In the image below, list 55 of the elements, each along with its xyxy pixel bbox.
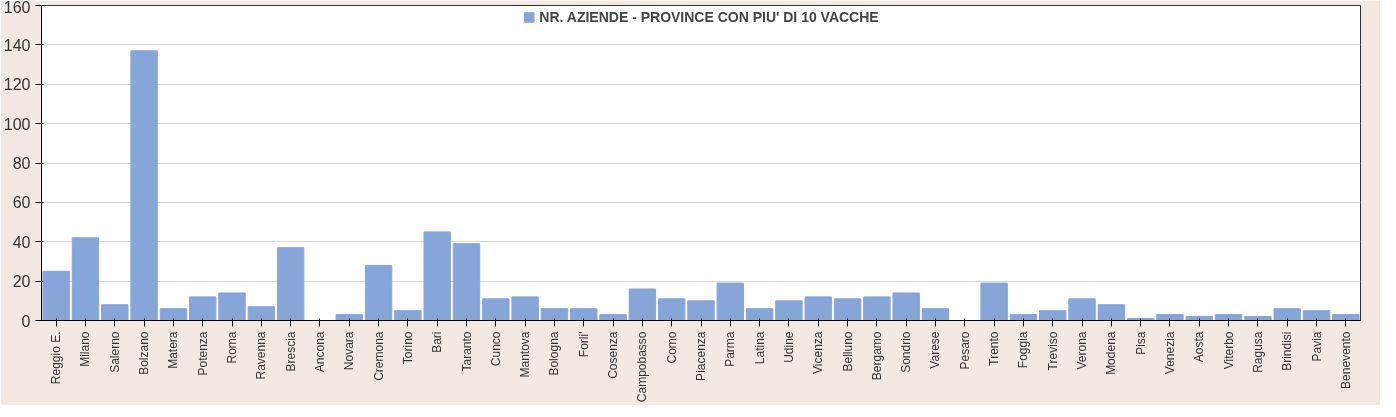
x-tick-label: Brindisi <box>1280 331 1295 371</box>
y-tick-label: 120 <box>3 76 31 94</box>
x-tick-label: Foggia <box>1016 331 1031 369</box>
x-tick-label: Campobasso <box>635 331 650 403</box>
x-tick-label: Viterbo <box>1221 331 1236 370</box>
x-tick-label: Pisa <box>1133 331 1148 355</box>
x-tick-label: Matera <box>166 331 181 369</box>
x-tick-label: Bolzano <box>137 331 152 375</box>
x-tick-label: Como <box>664 331 679 364</box>
x-tick-label: Mantova <box>518 331 533 378</box>
y-tick-label: 20 <box>12 273 31 291</box>
x-tick-label: Bari <box>430 331 445 353</box>
x-tick-label: Cosenza <box>606 331 621 379</box>
x-tick-label: Vicenza <box>811 331 826 374</box>
x-tick-label: Benevento <box>1338 331 1353 389</box>
x-tick-label: Novara <box>342 331 357 371</box>
x-tick-label: Latina <box>752 331 767 365</box>
x-tick-label: Potenza <box>195 331 210 376</box>
x-tick-label: Modena <box>1104 331 1119 375</box>
y-tick-label: 140 <box>3 36 31 54</box>
y-tick-label: 60 <box>12 194 31 212</box>
x-tick-label: Venezia <box>1162 331 1177 375</box>
x-tick-label: Torino <box>400 331 415 365</box>
x-tick-label: Ancona <box>312 331 327 373</box>
x-tick-label: Treviso <box>1045 331 1060 371</box>
x-tick-label: Trento <box>987 331 1002 366</box>
x-tick-label: Bergamo <box>869 331 884 381</box>
x-tick-label: Sondrio <box>899 331 914 373</box>
x-tick-label: Belluno <box>840 331 855 372</box>
x-tick-label: Ravenna <box>254 331 269 380</box>
x-tick-label: Cremona <box>371 331 386 381</box>
x-tick-label: Parma <box>723 331 738 367</box>
x-tick-label: Aosta <box>1192 331 1207 363</box>
x-tick-label: Reggio E. <box>49 331 64 385</box>
y-tick-label: 100 <box>3 115 31 133</box>
x-tick-label: Milano <box>78 331 93 367</box>
x-tick-label: Varese <box>928 331 943 369</box>
x-tick-label: Roma <box>225 331 240 364</box>
y-tick-label: 80 <box>12 155 31 172</box>
x-tick-label: Cunco <box>488 331 503 367</box>
x-tick-label: Brescia <box>283 331 298 372</box>
x-tick-label: Pavia <box>1309 331 1324 362</box>
x-tick-label: Bologna <box>547 331 562 376</box>
x-tick-label: Forli' <box>576 331 591 358</box>
x-tick-label: Ragusa <box>1250 331 1265 373</box>
x-tick-label: Taranto <box>459 331 474 372</box>
x-tick-label: Pesaro <box>957 331 972 370</box>
y-tick-label: 0 <box>21 312 31 330</box>
x-tick-label: Salerno <box>107 331 122 373</box>
legend-label: NR. AZIENDE - PROVINCE CON PIU' DI 10 VACCHE <box>539 9 879 25</box>
x-tick-label: Verona <box>1075 331 1090 370</box>
x-tick-label: Udine <box>781 331 796 363</box>
x-tick-label: Piacenza <box>694 331 708 381</box>
y-tick-label: 40 <box>12 233 31 251</box>
y-tick-label: 160 <box>3 0 31 16</box>
